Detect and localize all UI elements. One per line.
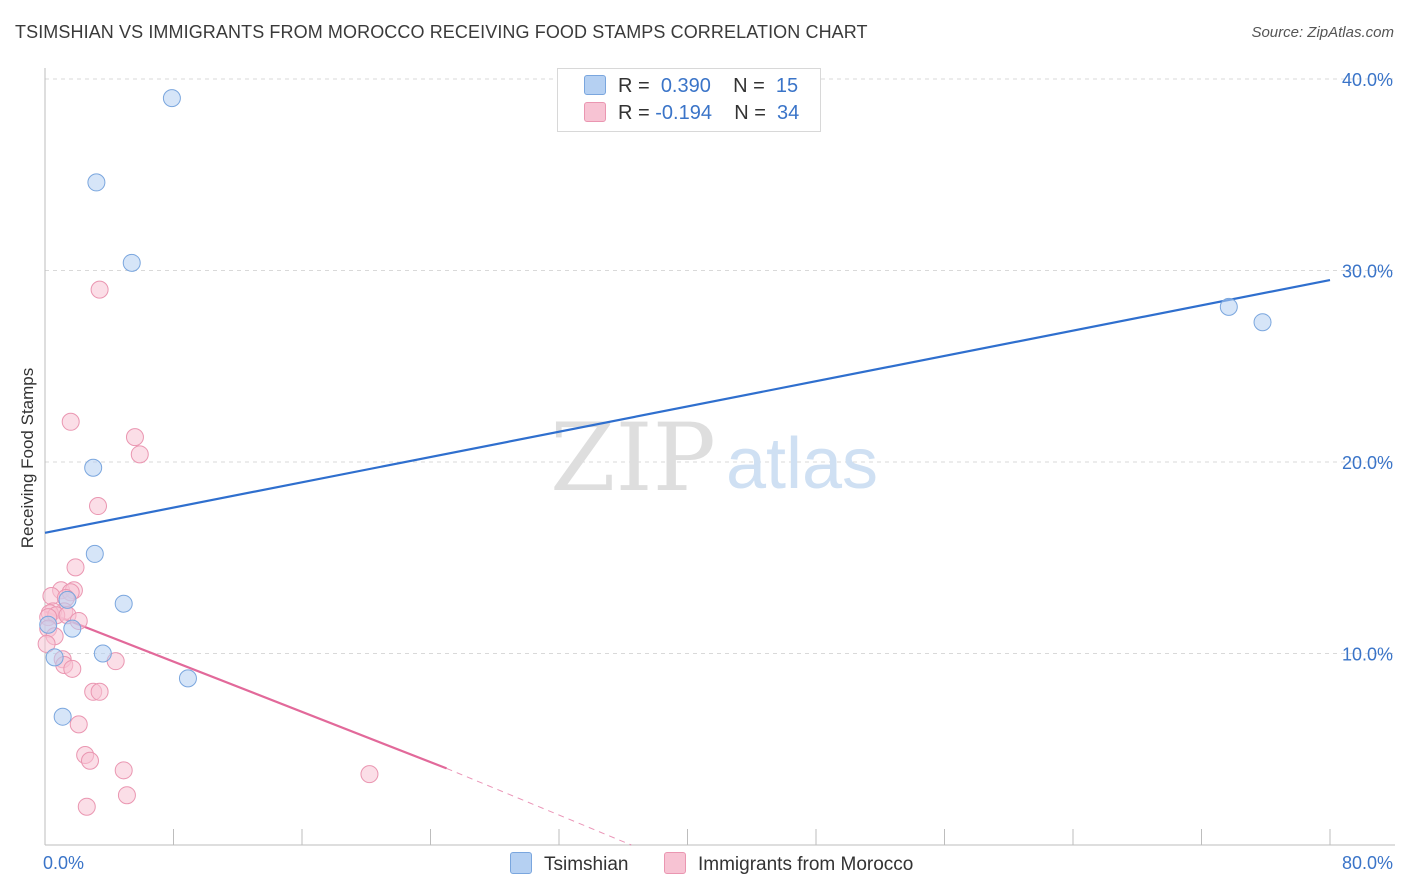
legend-n-value: 15 [775, 75, 799, 97]
point-tsimshian [45, 648, 64, 667]
trend-lines [44, 278, 1331, 846]
legend-swatch-morocco [584, 102, 606, 122]
bottom-legend-swatch-morocco [664, 852, 686, 874]
watermark-zip: ZIP [550, 404, 716, 513]
legend-row-morocco: R = -0.194 N = 34 [584, 102, 799, 126]
point-tsimshian [1253, 313, 1272, 332]
point-tsimshian [1219, 297, 1238, 316]
legend-n-value: 34 [777, 102, 800, 124]
point-morocco [80, 751, 99, 770]
point-morocco [69, 715, 88, 734]
legend-r-label: R = [618, 102, 650, 124]
trend-line-extension [446, 767, 632, 846]
tick-labels: 10.0% 20.0% 30.0% 40.0% 0.0% 80.0% [43, 70, 1393, 873]
point-morocco [90, 682, 109, 701]
watermark: ZIP atlas [550, 404, 878, 513]
point-tsimshian [178, 669, 197, 688]
trend-line-tsimshian [44, 278, 1331, 534]
point-tsimshian [122, 253, 141, 272]
y-tick-label: 10.0% [1342, 645, 1393, 665]
point-morocco [117, 786, 136, 805]
legend-r-value: 0.390 [660, 75, 711, 97]
point-tsimshian [53, 707, 72, 726]
y-tick-label: 40.0% [1342, 70, 1393, 90]
point-morocco [125, 428, 144, 447]
point-morocco [77, 797, 96, 816]
legend-n-label: N = [733, 75, 765, 97]
point-morocco [61, 412, 80, 431]
grid [45, 78, 1395, 654]
axes [44, 68, 1395, 846]
point-morocco [90, 280, 109, 299]
legend-n-label: N = [734, 102, 766, 124]
legend-row-tsimshian: R = 0.390 N = 15 [584, 75, 798, 99]
y-tick-label: 30.0% [1342, 262, 1393, 282]
bottom-legend-tsimshian: Tsimshian [510, 852, 628, 876]
point-tsimshian [162, 89, 181, 108]
point-morocco [114, 761, 133, 780]
point-tsimshian [87, 173, 106, 192]
point-tsimshian [84, 458, 103, 477]
chart-title: TSIMSHIAN VS IMMIGRANTS FROM MOROCCO REC… [15, 22, 868, 42]
point-tsimshian [58, 590, 77, 609]
point-morocco [63, 659, 82, 678]
point-morocco [360, 765, 379, 784]
bottom-legend-swatch-tsimshian [510, 852, 532, 874]
data-points [37, 89, 1272, 816]
point-tsimshian [85, 544, 104, 563]
legend-r-label: R = [618, 75, 650, 97]
point-morocco [89, 497, 108, 516]
watermark-atlas: atlas [726, 424, 878, 504]
legend-r-value: -0.194 [655, 102, 712, 124]
point-tsimshian [114, 594, 133, 613]
y-tick-label: 20.0% [1342, 453, 1393, 473]
legend-swatch-tsimshian [584, 75, 606, 95]
point-tsimshian [39, 615, 58, 634]
x-tick-label-max: 80.0% [1342, 853, 1393, 873]
bottom-legend-label: Immigrants from Morocco [698, 854, 914, 875]
bottom-legend-morocco: Immigrants from Morocco [664, 852, 913, 876]
point-tsimshian [63, 619, 82, 638]
bottom-legend-label: Tsimshian [544, 854, 629, 875]
point-morocco [66, 558, 85, 577]
trend-line-morocco [44, 610, 447, 770]
point-tsimshian [93, 644, 112, 663]
point-morocco [130, 445, 149, 464]
point-morocco [37, 634, 56, 653]
x-tick-label-min: 0.0% [43, 853, 84, 873]
source-label: Source: ZipAtlas.com [1251, 24, 1394, 41]
correlation-legend: R = 0.390 N = 15 R = -0.194 N = 34 [557, 68, 821, 132]
